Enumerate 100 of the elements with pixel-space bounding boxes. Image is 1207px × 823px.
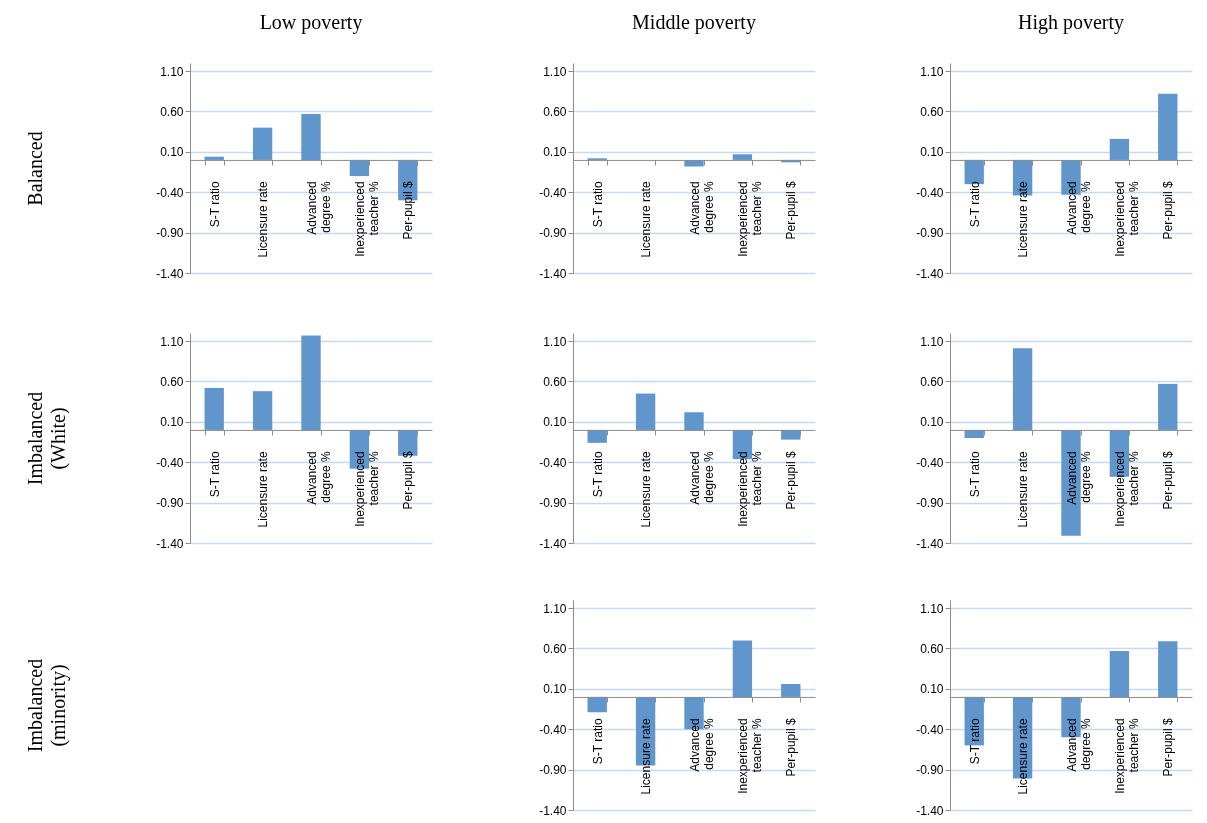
bar	[252, 127, 273, 160]
bar	[684, 412, 704, 430]
x-tick-label: S-T ratio	[590, 718, 605, 765]
y-tick-label: 1.10	[543, 601, 567, 616]
bar	[732, 640, 753, 697]
y-tick-label: -0.40	[156, 185, 184, 200]
y-tick-label: 1.10	[543, 334, 567, 349]
x-tick-label: Per-pupil $	[784, 718, 799, 777]
x-tick-label: Per-pupil $	[1161, 181, 1176, 240]
x-tick-label: S-T ratio	[967, 451, 982, 498]
y-tick-label: -0.40	[539, 455, 567, 470]
y-axis-title: Imbalanced (minority)	[23, 658, 70, 753]
y-tick-label: 1.10	[920, 64, 944, 79]
y-tick-label: 0.60	[543, 104, 567, 119]
y-tick-label: -0.90	[539, 226, 567, 241]
y-tick-label: 0.10	[160, 415, 184, 430]
x-tick-label: Advanced degree %	[1064, 181, 1093, 235]
y-tick-label: 0.10	[920, 145, 944, 160]
x-tick-label: S-T ratio	[590, 451, 605, 498]
x-tick-label: Advanced degree %	[687, 181, 716, 235]
x-tick-label: Advanced degree %	[304, 181, 333, 235]
y-tick-label: 1.10	[920, 601, 944, 616]
y-tick-label: -1.40	[916, 266, 944, 281]
y-tick-label: 1.10	[160, 334, 184, 349]
y-tick-label: -0.40	[539, 185, 567, 200]
y-tick-label: 0.10	[543, 145, 567, 160]
y-tick-label: -1.40	[916, 803, 944, 818]
y-tick-label: -0.90	[539, 763, 567, 778]
y-axis-title: Balanced	[23, 131, 46, 206]
chart-title: High poverty	[1017, 11, 1125, 34]
bar	[204, 156, 224, 160]
y-tick-label: -1.40	[539, 266, 567, 281]
y-tick-label: 0.60	[160, 104, 184, 119]
y-tick-label: 0.60	[543, 374, 567, 389]
y-tick-label: -0.90	[916, 763, 944, 778]
bar	[781, 429, 801, 440]
y-tick-label: 0.60	[920, 641, 944, 656]
x-tick-label: S-T ratio	[207, 451, 222, 498]
x-tick-label: Advanced degree %	[687, 451, 716, 505]
y-tick-label: -0.40	[916, 185, 944, 200]
bar	[587, 429, 607, 443]
bar	[204, 387, 224, 430]
bar	[398, 429, 418, 456]
x-tick-label: Per-pupil $	[784, 181, 799, 240]
y-tick-label: -0.40	[539, 722, 567, 737]
x-tick-label: Licensure rate	[1016, 181, 1031, 258]
y-tick-label: 0.60	[543, 641, 567, 656]
y-tick-label: 0.10	[160, 145, 184, 160]
x-tick-label: Per-pupil $	[401, 451, 416, 510]
y-tick-label: -0.90	[916, 496, 944, 511]
bar	[587, 696, 607, 713]
x-tick-label: Advanced degree %	[1064, 718, 1093, 772]
y-tick-label: -0.40	[156, 455, 184, 470]
bar	[252, 391, 273, 430]
bar	[1012, 348, 1033, 430]
y-tick-label: -0.90	[539, 496, 567, 511]
x-tick-label: Per-pupil $	[1161, 718, 1176, 777]
y-tick-label: 0.10	[543, 682, 567, 697]
y-tick-label: 0.10	[920, 415, 944, 430]
bar	[781, 684, 801, 697]
x-tick-label: Advanced degree %	[1064, 451, 1093, 505]
x-tick-label: Advanced degree %	[687, 718, 716, 772]
y-tick-label: -1.40	[539, 536, 567, 551]
x-tick-label: Per-pupil $	[784, 451, 799, 510]
y-tick-label: 0.10	[543, 415, 567, 430]
y-tick-label: -1.40	[156, 266, 184, 281]
x-tick-label: Licensure rate	[639, 181, 654, 258]
y-tick-label: 0.60	[920, 374, 944, 389]
y-tick-label: 0.10	[920, 682, 944, 697]
x-tick-label: Licensure rate	[639, 718, 654, 795]
x-tick-label: Licensure rate	[256, 181, 271, 258]
x-tick-label: S-T ratio	[207, 181, 222, 228]
x-tick-label: Per-pupil $	[401, 181, 416, 240]
x-tick-label: Per-pupil $	[1161, 451, 1176, 510]
bar	[1158, 383, 1178, 430]
y-tick-label: 1.10	[543, 64, 567, 79]
x-tick-label: Licensure rate	[1016, 451, 1031, 528]
x-tick-label: Advanced degree %	[304, 451, 333, 505]
bar	[635, 393, 656, 430]
x-tick-label: S-T ratio	[967, 718, 982, 765]
y-tick-label: 1.10	[920, 334, 944, 349]
y-tick-label: 0.60	[920, 104, 944, 119]
y-tick-label: -0.90	[156, 496, 184, 511]
bar	[1109, 138, 1130, 160]
y-tick-label: -0.90	[916, 226, 944, 241]
y-tick-label: -1.40	[539, 803, 567, 818]
y-tick-label: -0.40	[916, 722, 944, 737]
bar	[301, 113, 321, 160]
bar	[301, 335, 321, 430]
x-tick-label: S-T ratio	[590, 181, 605, 228]
y-tick-label: -1.40	[916, 536, 944, 551]
bar	[1158, 641, 1178, 697]
bar	[1158, 93, 1178, 160]
y-tick-label: -0.40	[916, 455, 944, 470]
bar	[1109, 650, 1130, 697]
x-tick-label: S-T ratio	[967, 181, 982, 228]
x-tick-label: Licensure rate	[256, 451, 271, 528]
chart-title: Middle poverty	[632, 11, 756, 34]
y-tick-label: -0.90	[156, 226, 184, 241]
bar	[349, 159, 370, 177]
